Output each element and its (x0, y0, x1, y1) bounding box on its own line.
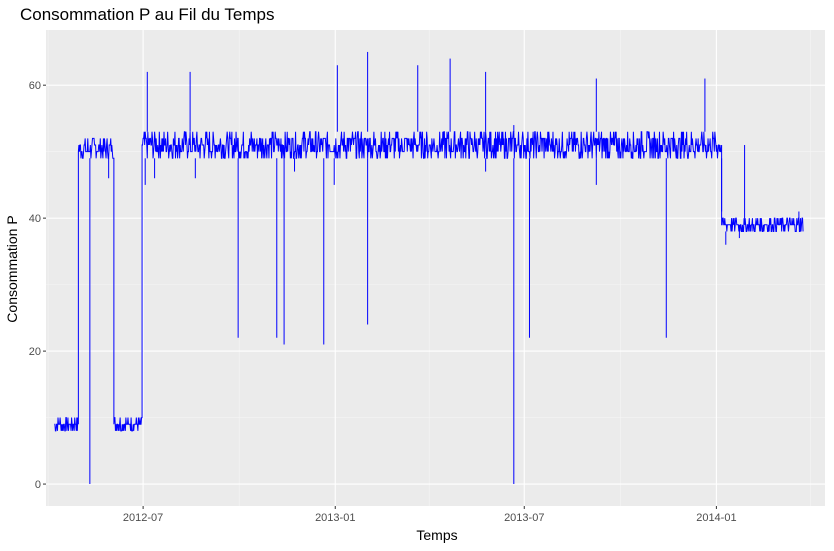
chart-title: Consommation P au Fil du Temps (20, 5, 275, 24)
y-tick-label: 60 (29, 80, 41, 92)
x-tick-label: 2012-07 (123, 512, 163, 524)
x-tick-label: 2013-01 (315, 512, 355, 524)
grid-major (46, 30, 825, 506)
x-axis-title: Temps (416, 527, 457, 543)
y-axis-title: Consommation P (4, 215, 20, 322)
x-axis: 2012-07 2013-01 2013-07 2014-01 (123, 506, 737, 524)
x-tick-label: 2013-07 (504, 512, 544, 524)
x-tick-label: 2014-01 (696, 512, 736, 524)
y-tick-label: 0 (35, 479, 41, 491)
series-line (54, 51, 804, 485)
plot-panel (46, 30, 825, 506)
series-path (54, 131, 804, 432)
y-tick-label: 40 (29, 213, 41, 225)
y-axis: 0 20 40 60 (29, 80, 46, 491)
y-tick-label: 20 (29, 346, 41, 358)
